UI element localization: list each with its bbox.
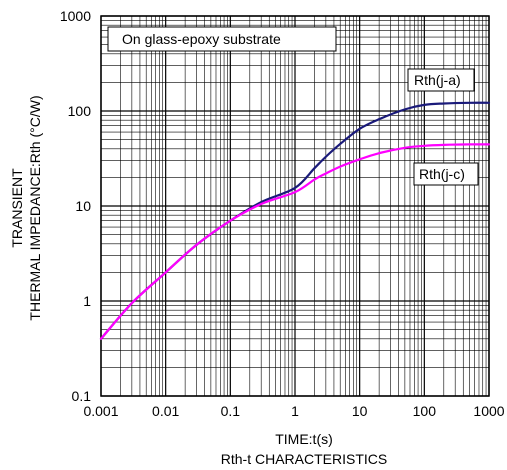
annotation-box: On glass-epoxy substrate [107, 26, 337, 52]
x-tick-label: 1000 [473, 403, 504, 419]
x-tick-label: 0.1 [221, 403, 241, 419]
chart-title: Rth-t CHARACTERISTICS [221, 451, 387, 467]
legend-label-rth-ja: Rth(j-a) [407, 68, 475, 92]
x-tick-label: 0.001 [83, 403, 118, 419]
y-tick-label: 10 [75, 198, 91, 214]
y-axis-label-line2: THERMAL IMPEDANCE:Rth (°C/W) [27, 95, 43, 320]
series-layer [99, 101, 491, 340]
y-tick-label: 1000 [60, 8, 91, 24]
plot-frame [100, 15, 490, 397]
y-tick-labels: 0.1 1 10 100 1000 [60, 8, 91, 404]
y-tick-label: 100 [68, 103, 92, 119]
series-label-rth-ja: Rth(j-a) [414, 72, 461, 88]
annotation-text: On glass-epoxy substrate [122, 31, 281, 47]
x-tick-labels: 0.001 0.01 0.1 1 10 100 1000 [83, 403, 504, 419]
y-tick-label: 1 [83, 293, 91, 309]
x-tick-label: 0.01 [152, 403, 179, 419]
legend-label-rth-jc: Rth(j-c) [413, 162, 479, 186]
x-tick-label: 10 [352, 403, 368, 419]
x-tick-label: 100 [413, 403, 437, 419]
y-tick-label: 0.1 [72, 388, 92, 404]
x-tick-label: 1 [291, 403, 299, 419]
y-axis-label-line1: TRANSIENT [9, 168, 25, 248]
series-line-rth-jc [99, 143, 491, 340]
series-label-rth-jc: Rth(j-c) [419, 166, 465, 182]
x-axis-label: TIME:t(s) [275, 431, 333, 447]
